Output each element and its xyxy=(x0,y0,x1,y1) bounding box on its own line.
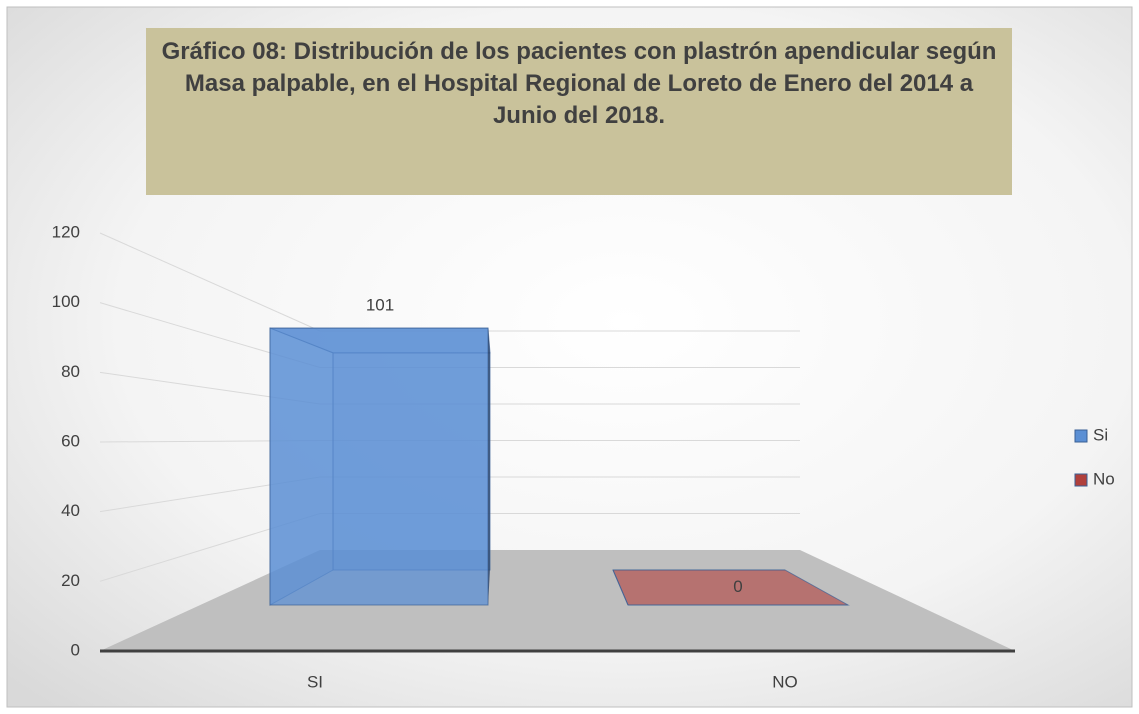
y-tick-label: 0 xyxy=(71,640,80,659)
bar-side xyxy=(488,328,490,605)
y-tick-label: 80 xyxy=(61,362,80,381)
bar xyxy=(269,327,491,606)
data-label: 101 xyxy=(366,296,394,315)
legend-swatch xyxy=(1074,473,1088,487)
legend-label: No xyxy=(1093,469,1115,488)
y-tick-label: 100 xyxy=(52,292,80,311)
x-tick-label: NO xyxy=(772,672,798,691)
y-tick-label: 40 xyxy=(61,501,80,520)
bar xyxy=(612,569,850,606)
legend-swatch xyxy=(1074,429,1088,443)
legend-label: Si xyxy=(1093,425,1108,444)
chart-title: Gráfico 08: Distribución de los paciente… xyxy=(146,28,1012,195)
y-tick-label: 120 xyxy=(52,222,80,241)
y-tick-label: 20 xyxy=(61,571,80,590)
x-tick-label: SI xyxy=(307,672,323,691)
data-label: 0 xyxy=(733,577,742,596)
grid-line xyxy=(99,232,321,332)
bar-front xyxy=(269,327,489,606)
bar-left xyxy=(612,569,629,606)
y-tick-label: 60 xyxy=(61,431,80,450)
